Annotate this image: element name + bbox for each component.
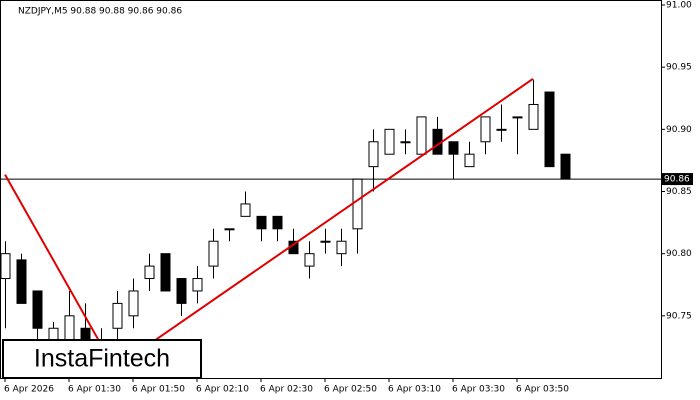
price-label-bg	[661, 173, 693, 186]
candle-body	[256, 215, 267, 230]
candle-body	[352, 178, 363, 230]
pattern-line	[4, 174, 102, 345]
chart-header: NZDJPY,M5 90.88 90.88 90.86 90.86	[18, 7, 182, 17]
x-tick-label: 6 Apr 03:30	[452, 385, 505, 395]
candle-body	[32, 290, 43, 329]
x-tick-label: 6 Apr 2026	[4, 385, 54, 395]
candle-body	[64, 315, 75, 342]
candle-body	[16, 259, 27, 304]
pattern-line	[148, 78, 534, 346]
candle-body	[496, 128, 507, 131]
y-tick-label: 90.90	[666, 125, 692, 135]
y-tick-label: 90.80	[666, 249, 692, 259]
candle-body	[448, 141, 459, 155]
x-tick-label: 6 Apr 01:50	[132, 385, 185, 395]
x-tick-label: 6 Apr 02:30	[260, 385, 313, 395]
y-tick-label: 90.85	[666, 187, 692, 197]
candle-body	[544, 91, 555, 168]
logo: InstaFintech	[34, 345, 170, 373]
candle-body	[400, 141, 411, 144]
candle-body	[528, 103, 539, 130]
candle-body	[192, 278, 203, 292]
candle-body	[176, 278, 187, 304]
candle-body	[336, 240, 347, 255]
x-tick-label: 6 Apr 02:50	[324, 385, 377, 395]
x-tick-label: 6 Apr 02:10	[196, 385, 249, 395]
candle-body	[560, 153, 571, 180]
y-tick-label: 90.95	[666, 63, 692, 73]
y-tick-label: 91.00	[666, 1, 692, 11]
candle-body	[368, 141, 379, 168]
candle-body	[112, 302, 123, 329]
candle-body	[80, 327, 91, 342]
candle-body	[512, 116, 523, 119]
y-tick-label: 90.75	[666, 311, 692, 321]
candle-body	[128, 290, 139, 317]
candle-body	[48, 327, 59, 342]
candle-body	[144, 265, 155, 280]
price-label: 90.86	[664, 175, 690, 185]
candle-body	[320, 240, 331, 243]
candle-body	[160, 253, 171, 292]
candle-body	[416, 116, 427, 155]
candle-body	[224, 228, 235, 231]
candle-body	[480, 116, 491, 143]
x-tick-label: 6 Apr 03:10	[388, 385, 441, 395]
logo-box	[2, 339, 202, 379]
candle-body	[240, 203, 251, 217]
plot-frame	[0, 0, 662, 379]
candle-body	[0, 253, 11, 280]
candle-body	[304, 253, 315, 267]
x-tick-label: 6 Apr 03:50	[516, 385, 569, 395]
candle-body	[272, 215, 283, 230]
candle-body	[208, 240, 219, 267]
candle-body	[464, 153, 475, 168]
x-tick-label: 6 Apr 01:30	[68, 385, 121, 395]
candle-body	[384, 128, 395, 155]
